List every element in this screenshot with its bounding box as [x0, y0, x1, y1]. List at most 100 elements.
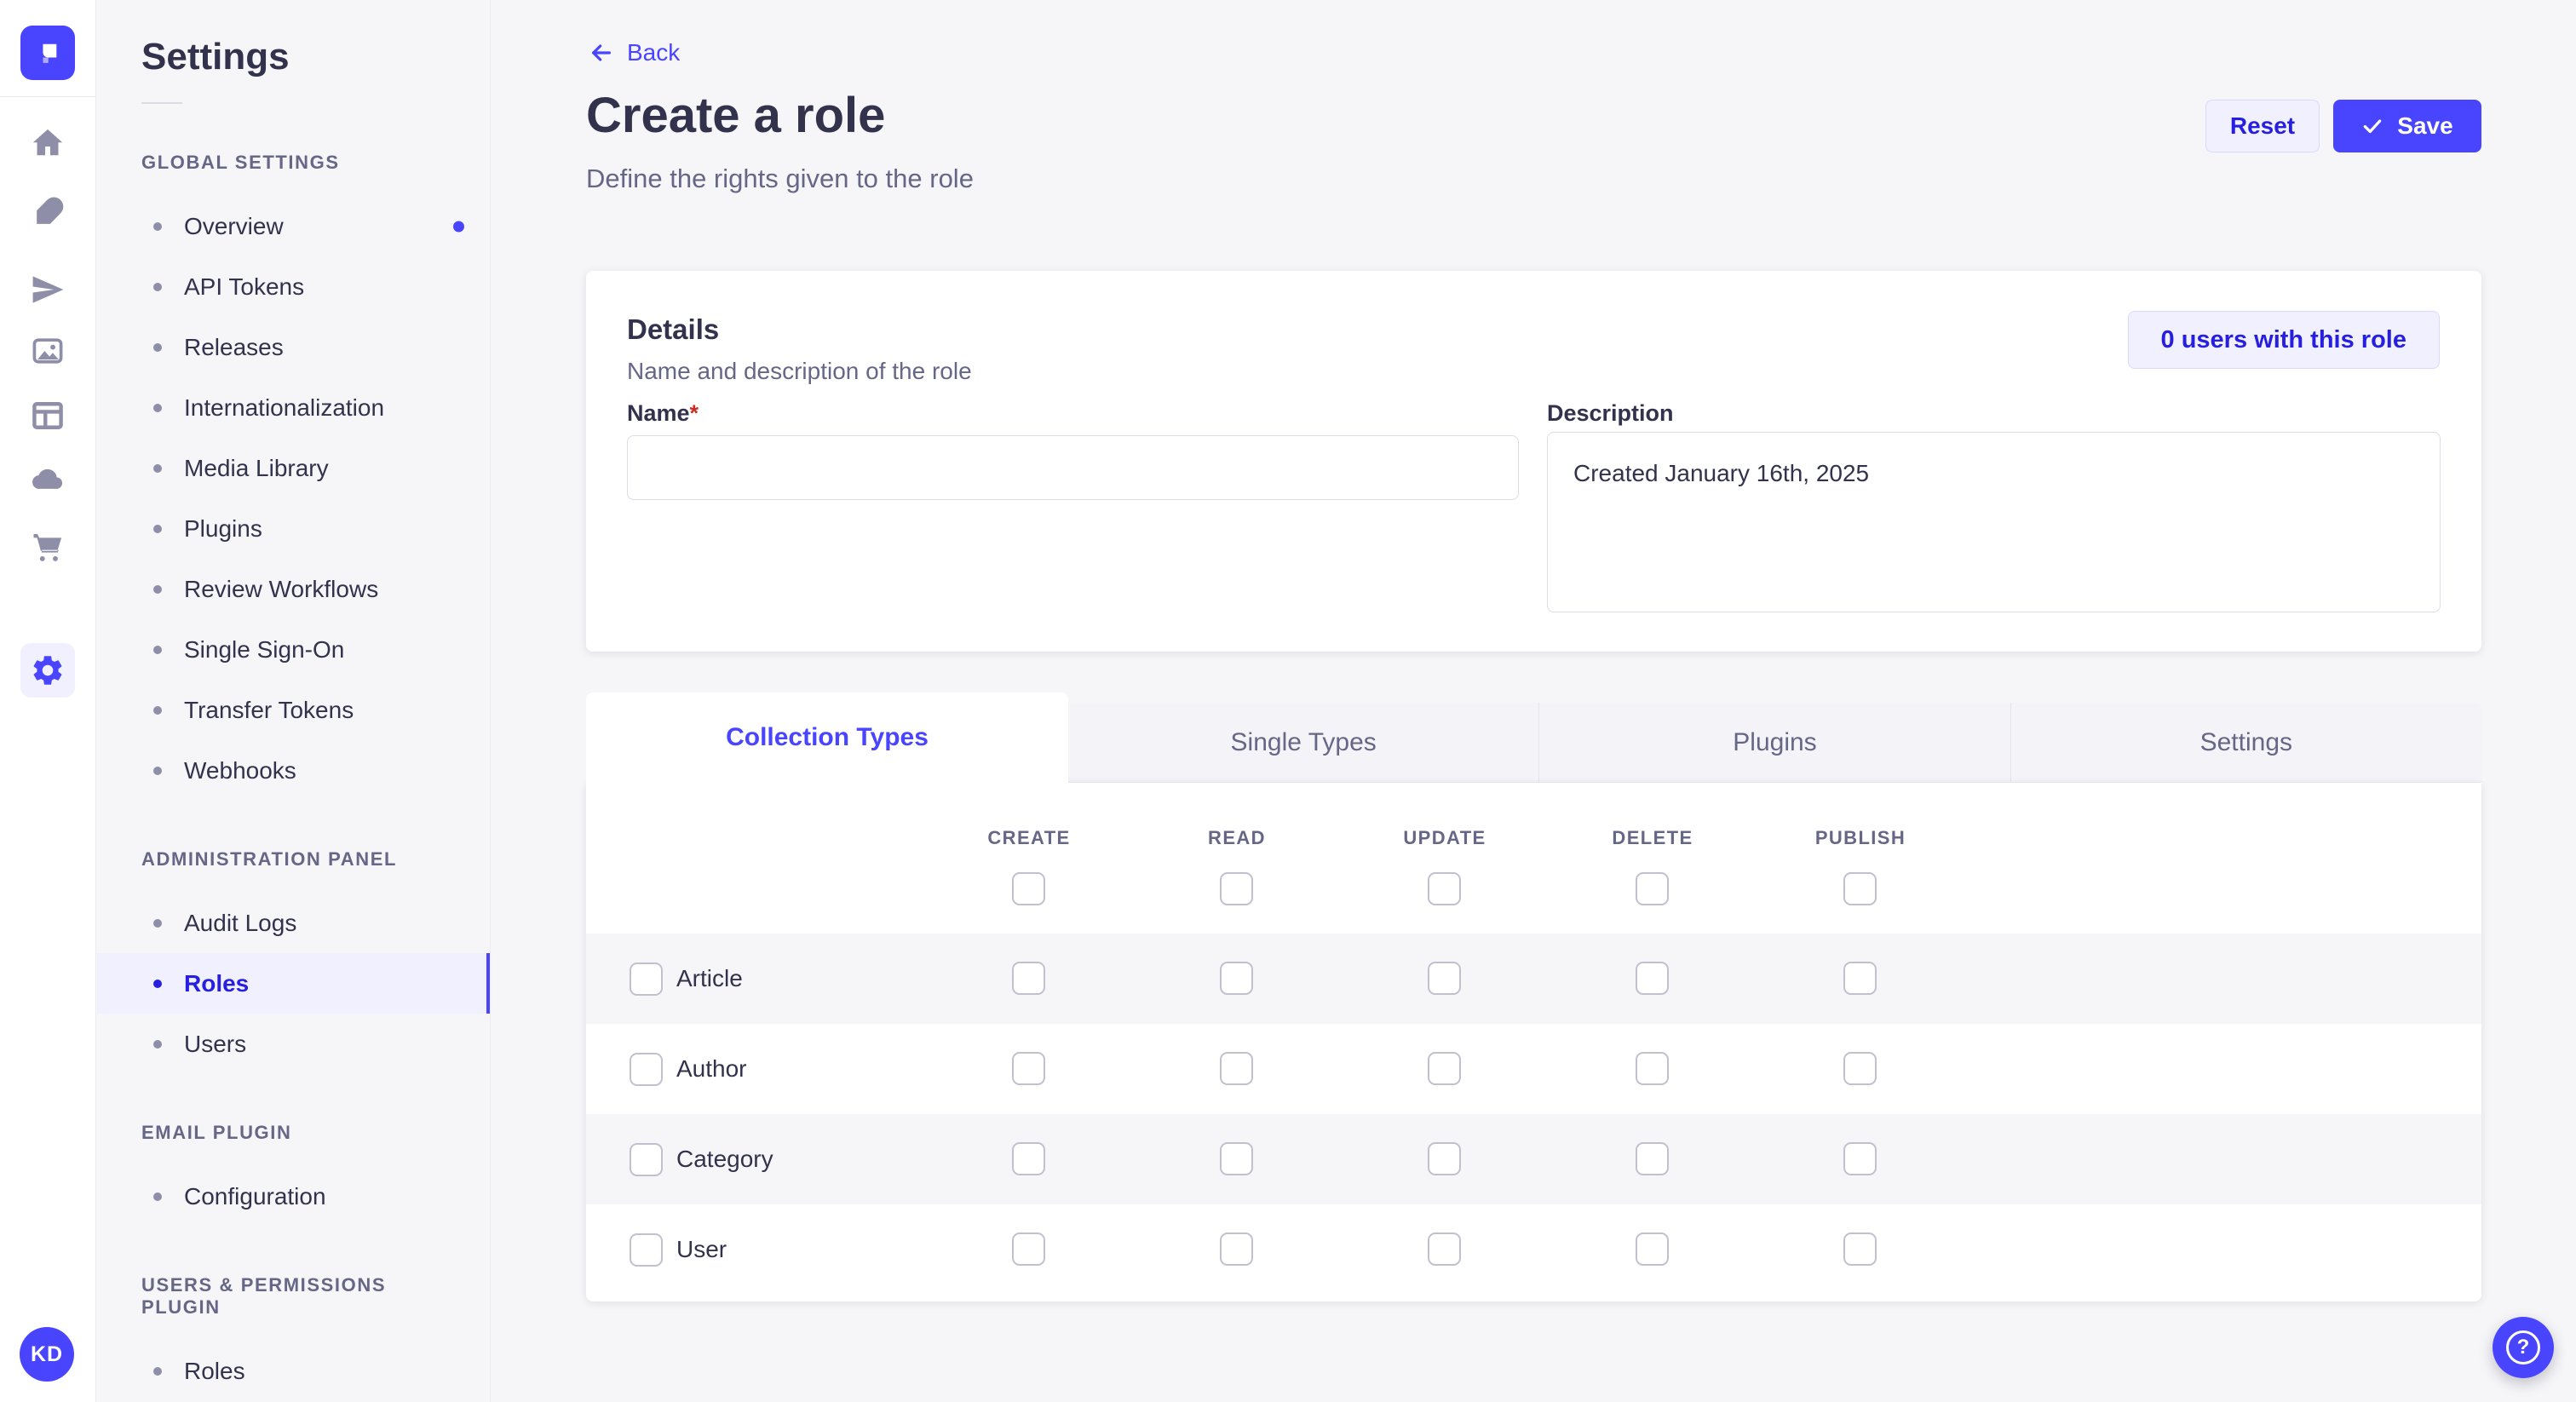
- subnav-item-single-sign-on[interactable]: Single Sign-On: [97, 619, 490, 680]
- subnav-item-audit-logs[interactable]: Audit Logs: [97, 893, 490, 953]
- subnav-item-label: Transfer Tokens: [184, 696, 354, 723]
- tab-single-types[interactable]: Single Types: [1230, 727, 1377, 756]
- user-avatar[interactable]: KD: [20, 1327, 74, 1382]
- table-row-user: User: [586, 1204, 2481, 1295]
- user-update-checkbox[interactable]: [1428, 1232, 1461, 1266]
- bullet-icon: [153, 645, 162, 654]
- bullet-icon: [153, 584, 162, 594]
- article-read-checkbox[interactable]: [1220, 962, 1253, 995]
- bullet-icon: [153, 979, 162, 988]
- user-delete-checkbox[interactable]: [1636, 1232, 1669, 1266]
- description-field-label: Description: [1547, 400, 1674, 426]
- marketplace-icon[interactable]: [28, 527, 67, 566]
- bullet-icon: [153, 1366, 162, 1376]
- author-delete-checkbox[interactable]: [1636, 1052, 1669, 1085]
- bullet-icon: [153, 705, 162, 715]
- settings-subnav: Settings GLOBAL SETTINGS Overview API To…: [97, 0, 491, 1402]
- user-publish-checkbox[interactable]: [1843, 1232, 1877, 1266]
- table-row-article: Article: [586, 934, 2481, 1024]
- subnav-item-label: API Tokens: [184, 273, 305, 300]
- subnav-item-api-tokens[interactable]: API Tokens: [97, 256, 490, 317]
- author-row-checkbox[interactable]: [630, 1052, 663, 1086]
- user-row-checkbox[interactable]: [630, 1232, 663, 1267]
- subnav-item-label: Internationalization: [184, 394, 385, 421]
- deploy-icon[interactable]: [28, 270, 67, 309]
- name-field-label: Name*: [627, 400, 699, 427]
- subnav-item-up-roles[interactable]: Roles: [97, 1341, 490, 1401]
- subnav-item-releases[interactable]: Releases: [97, 317, 490, 377]
- row-label: Article: [676, 965, 743, 991]
- main-icon-sidebar: KD: [0, 0, 96, 1402]
- select-all-delete-checkbox[interactable]: [1636, 872, 1669, 905]
- article-publish-checkbox[interactable]: [1843, 962, 1877, 995]
- content-type-builder-icon[interactable]: [28, 193, 67, 233]
- gear-icon: [33, 656, 62, 685]
- tab-plugins[interactable]: Plugins: [1538, 703, 2010, 782]
- category-update-checkbox[interactable]: [1428, 1142, 1461, 1175]
- content-manager-icon[interactable]: [28, 396, 67, 435]
- users-with-role-button[interactable]: 0 users with this role: [2127, 311, 2440, 369]
- column-header-publish: PUBLISH: [1814, 827, 1906, 848]
- media-library-icon[interactable]: [28, 331, 67, 371]
- subnav-item-label: Single Sign-On: [184, 635, 345, 663]
- back-arrow-icon: [592, 44, 611, 61]
- author-read-checkbox[interactable]: [1220, 1052, 1253, 1085]
- subnav-item-label: Webhooks: [184, 756, 296, 784]
- cloud-icon[interactable]: [28, 459, 67, 498]
- back-label: Back: [627, 39, 681, 66]
- description-textarea[interactable]: Created January 16th, 2025: [1547, 432, 2441, 612]
- user-read-checkbox[interactable]: [1220, 1232, 1253, 1266]
- subnav-item-label: Plugins: [184, 514, 262, 542]
- section-administration-panel: ADMINISTRATION PANEL: [141, 848, 398, 870]
- category-create-checkbox[interactable]: [1012, 1142, 1045, 1175]
- question-mark-icon: ?: [2506, 1330, 2540, 1365]
- save-button[interactable]: Save: [2333, 100, 2481, 152]
- author-publish-checkbox[interactable]: [1843, 1052, 1877, 1085]
- category-row-checkbox[interactable]: [630, 1142, 663, 1176]
- subnav-item-roles-active[interactable]: Roles: [97, 953, 490, 1014]
- subnav-item-users[interactable]: Users: [97, 1014, 490, 1074]
- tab-collection-types[interactable]: Collection Types: [586, 692, 1068, 783]
- select-all-read-checkbox[interactable]: [1220, 872, 1253, 905]
- category-read-checkbox[interactable]: [1220, 1142, 1253, 1175]
- author-create-checkbox[interactable]: [1012, 1052, 1045, 1085]
- page-title: Create a role: [586, 88, 886, 143]
- select-all-publish-checkbox[interactable]: [1843, 872, 1877, 905]
- back-link[interactable]: Back: [588, 39, 680, 66]
- help-button[interactable]: ?: [2493, 1317, 2554, 1378]
- user-create-checkbox[interactable]: [1012, 1232, 1045, 1266]
- author-update-checkbox[interactable]: [1428, 1052, 1461, 1085]
- permissions-card: Collection Types Single Types Plugins Se…: [586, 692, 2481, 1301]
- name-input[interactable]: [627, 435, 1519, 500]
- row-label: Category: [676, 1146, 773, 1172]
- bullet-icon: [153, 1039, 162, 1049]
- subnav-item-plugins[interactable]: Plugins: [97, 498, 490, 559]
- subnav-item-label: Audit Logs: [184, 909, 297, 936]
- subnav-item-internationalization[interactable]: Internationalization: [97, 377, 490, 438]
- select-all-update-checkbox[interactable]: [1428, 872, 1461, 905]
- subnav-title-divider: [141, 102, 182, 104]
- required-asterisk: *: [689, 400, 699, 426]
- tab-settings[interactable]: Settings: [2010, 703, 2481, 782]
- article-create-checkbox[interactable]: [1012, 962, 1045, 995]
- settings-icon-active[interactable]: [20, 643, 75, 698]
- subnav-item-webhooks[interactable]: Webhooks: [97, 740, 490, 801]
- subnav-item-configuration[interactable]: Configuration: [97, 1166, 490, 1227]
- category-publish-checkbox[interactable]: [1843, 1142, 1877, 1175]
- section-global-settings: GLOBAL SETTINGS: [141, 152, 340, 173]
- article-row-checkbox[interactable]: [630, 962, 663, 996]
- subnav-item-review-workflows[interactable]: Review Workflows: [97, 559, 490, 619]
- category-delete-checkbox[interactable]: [1636, 1142, 1669, 1175]
- article-update-checkbox[interactable]: [1428, 962, 1461, 995]
- subnav-item-transfer-tokens[interactable]: Transfer Tokens: [97, 680, 490, 740]
- home-icon[interactable]: [28, 124, 67, 163]
- page-subtitle: Define the rights given to the role: [586, 164, 974, 193]
- select-all-create-checkbox[interactable]: [1012, 872, 1045, 905]
- bullet-icon: [153, 463, 162, 473]
- reset-button[interactable]: Reset: [2205, 100, 2320, 152]
- subnav-item-media-library[interactable]: Media Library: [97, 438, 490, 498]
- article-delete-checkbox[interactable]: [1636, 962, 1669, 995]
- check-icon: [2364, 119, 2382, 134]
- subnav-item-label: Users: [184, 1030, 247, 1057]
- subnav-item-overview[interactable]: Overview: [97, 196, 490, 256]
